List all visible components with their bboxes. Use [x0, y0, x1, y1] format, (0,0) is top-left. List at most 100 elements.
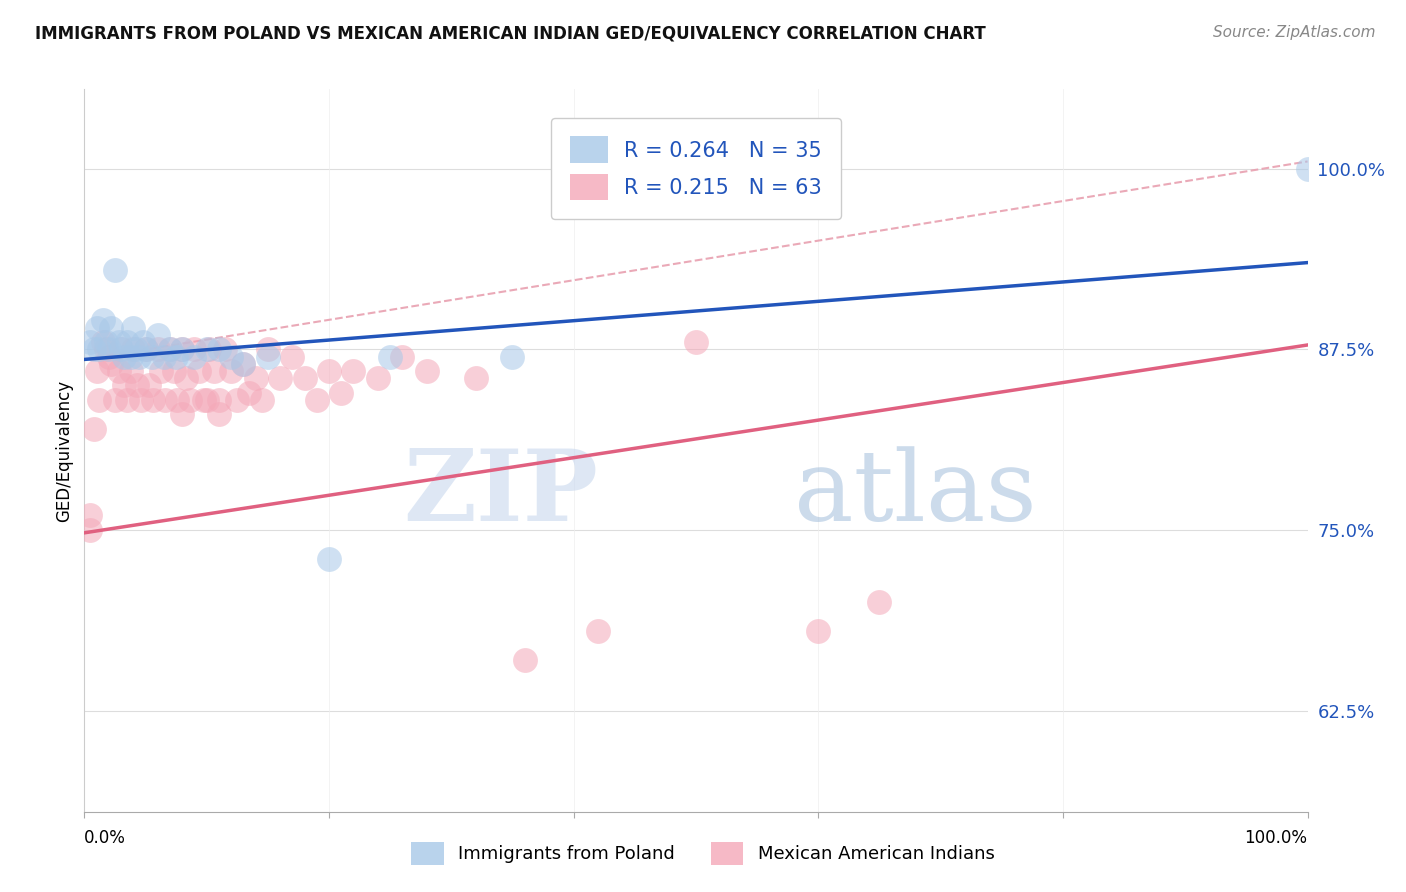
- Point: [238, 385, 260, 400]
- Text: IMMIGRANTS FROM POLAND VS MEXICAN AMERICAN INDIAN GED/EQUIVALENCY CORRELATION CH: IMMIGRANTS FROM POLAND VS MEXICAN AMERIC…: [35, 25, 986, 43]
- Text: ZIP: ZIP: [404, 445, 598, 542]
- Point: [330, 385, 353, 400]
- Point: [135, 343, 157, 357]
- Point: [586, 624, 609, 639]
- Point: [257, 343, 280, 357]
- Point: [153, 392, 176, 407]
- Point: [269, 371, 291, 385]
- Point: [305, 392, 328, 407]
- Point: [163, 364, 186, 378]
- Point: [188, 364, 211, 378]
- Point: [232, 357, 254, 371]
- Legend: Immigrants from Poland, Mexican American Indians: Immigrants from Poland, Mexican American…: [404, 835, 1002, 872]
- Point: [208, 392, 231, 407]
- Point: [367, 371, 389, 385]
- Text: 0.0%: 0.0%: [84, 829, 127, 847]
- Text: 100.0%: 100.0%: [1244, 829, 1308, 847]
- Point: [183, 343, 205, 357]
- Point: [87, 343, 110, 357]
- Point: [232, 357, 254, 371]
- Point: [122, 320, 145, 334]
- Point: [391, 350, 413, 364]
- Point: [115, 334, 138, 349]
- Point: [97, 350, 120, 364]
- Point: [142, 392, 165, 407]
- Point: [86, 364, 108, 378]
- Point: [83, 422, 105, 436]
- Legend: R = 0.264   N = 35, R = 0.215   N = 63: R = 0.264 N = 35, R = 0.215 N = 63: [551, 118, 841, 219]
- Point: [135, 343, 157, 357]
- Point: [125, 343, 148, 357]
- Point: [125, 378, 148, 392]
- Point: [110, 343, 132, 357]
- Point: [79, 523, 101, 537]
- Point: [174, 371, 197, 385]
- Point: [104, 263, 127, 277]
- Point: [91, 334, 114, 349]
- Point: [165, 350, 187, 364]
- Point: [807, 624, 830, 639]
- Point: [138, 378, 160, 392]
- Point: [318, 364, 340, 378]
- Point: [416, 364, 439, 378]
- Point: [166, 392, 188, 407]
- Point: [97, 343, 120, 357]
- Point: [226, 392, 249, 407]
- Point: [198, 343, 221, 357]
- Point: [79, 508, 101, 523]
- Point: [208, 343, 231, 357]
- Point: [513, 653, 536, 667]
- Point: [91, 313, 114, 327]
- Point: [146, 327, 169, 342]
- Point: [183, 350, 205, 364]
- Point: [172, 408, 194, 422]
- Point: [195, 392, 218, 407]
- Point: [115, 392, 138, 407]
- Point: [219, 350, 242, 364]
- Point: [318, 551, 340, 566]
- Point: [172, 343, 194, 357]
- Point: [112, 350, 135, 364]
- Point: [120, 350, 142, 364]
- Point: [159, 343, 181, 357]
- Point: [110, 343, 132, 357]
- Point: [153, 350, 176, 364]
- Point: [380, 350, 402, 364]
- Point: [132, 334, 155, 349]
- Point: [100, 320, 122, 334]
- Point: [128, 350, 150, 364]
- Point: [107, 334, 129, 349]
- Point: [112, 378, 135, 392]
- Point: [172, 343, 194, 357]
- Point: [257, 350, 280, 364]
- Point: [87, 392, 110, 407]
- Point: [281, 350, 304, 364]
- Point: [869, 595, 891, 609]
- Point: [120, 364, 142, 378]
- Point: [96, 343, 118, 357]
- Point: [104, 392, 127, 407]
- Point: [179, 392, 201, 407]
- Point: [208, 408, 231, 422]
- Point: [100, 357, 122, 371]
- Point: [502, 350, 524, 364]
- Point: [342, 364, 364, 378]
- Y-axis label: GED/Equivalency: GED/Equivalency: [55, 379, 73, 522]
- Point: [83, 343, 105, 357]
- Text: atlas: atlas: [794, 446, 1036, 541]
- Point: [107, 364, 129, 378]
- Point: [150, 364, 173, 378]
- Point: [245, 371, 267, 385]
- Point: [685, 334, 707, 349]
- Point: [122, 343, 145, 357]
- Point: [464, 371, 486, 385]
- Point: [159, 343, 181, 357]
- Point: [250, 392, 273, 407]
- Point: [79, 334, 101, 349]
- Point: [146, 343, 169, 357]
- Point: [129, 392, 152, 407]
- Point: [195, 343, 218, 357]
- Text: Source: ZipAtlas.com: Source: ZipAtlas.com: [1212, 25, 1375, 40]
- Point: [214, 343, 236, 357]
- Point: [294, 371, 316, 385]
